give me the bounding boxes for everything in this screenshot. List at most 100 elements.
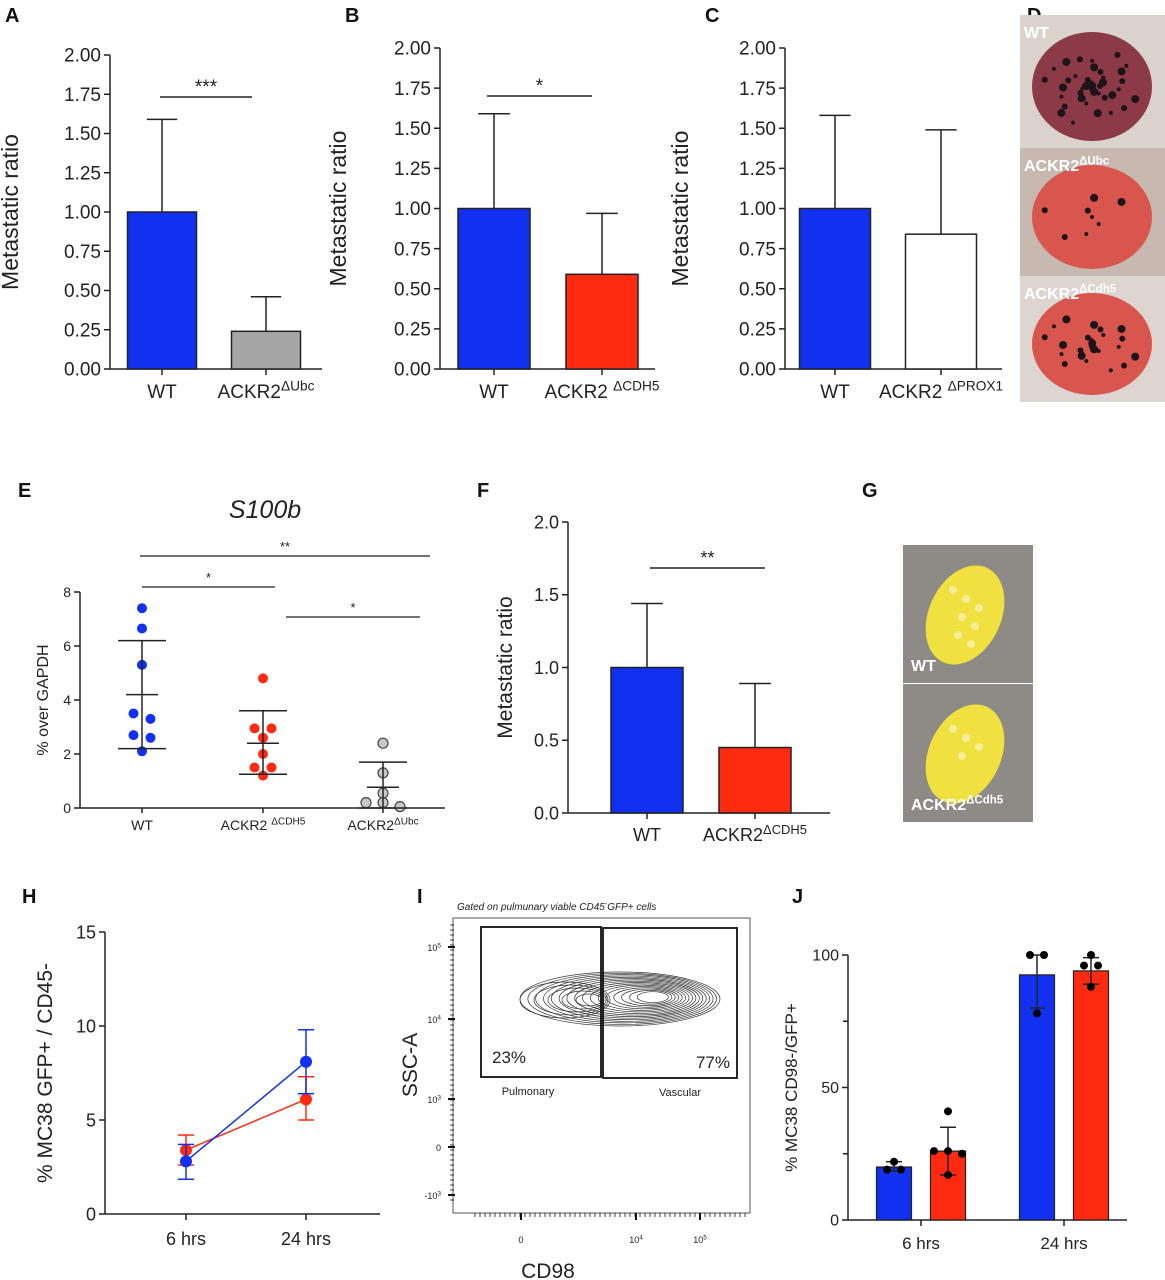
x-tick-label: ACKR2 ΔCDH5: [545, 378, 660, 403]
chart-title: S100b: [229, 496, 301, 524]
y-tick-label: 1.75: [394, 79, 431, 100]
label-superscript: ΔCDH5: [763, 822, 807, 837]
y-tick-label: 0.50: [739, 279, 776, 300]
metastasis-spot: [1097, 69, 1104, 76]
contour-line: [547, 987, 607, 1013]
y-axis-label: Metastatic ratio: [667, 131, 693, 287]
y-axis-label: Metastatic ratio: [494, 596, 517, 738]
metastasis-spot: [1071, 120, 1076, 125]
metastasis-spot: [1059, 352, 1064, 357]
gate-percent: 77%: [696, 1053, 730, 1072]
data-point: [1026, 951, 1034, 959]
metastasis-spot: [1084, 101, 1089, 106]
metastasis-spot: [1059, 340, 1068, 349]
metastasis-nodule: [954, 631, 962, 639]
label-base: 10: [427, 1095, 437, 1105]
data-point: [944, 1107, 952, 1116]
data-point: [1080, 961, 1088, 970]
y-tick-label: 100: [812, 948, 839, 965]
data-point: [266, 762, 277, 773]
y-axis-label: % MC38 CD98-/GFP+: [782, 1003, 801, 1172]
y-tick-label: 0.75: [394, 239, 431, 260]
label-base: WT: [147, 382, 177, 403]
x-tick-label: WT: [633, 825, 661, 845]
data-point: [1087, 951, 1095, 959]
data-point: [958, 1149, 966, 1158]
contour-line: [535, 974, 714, 1024]
gate-pulmonary: [480, 926, 602, 1078]
bar: [798, 207, 872, 370]
y-tick-label: 0.00: [64, 360, 101, 381]
label-base: 24 hrs: [1040, 1234, 1087, 1253]
y-tick-label: 0: [436, 1143, 441, 1153]
x-tick-label: ACKR2ΔCDH5: [703, 822, 807, 845]
data-point: [360, 796, 372, 809]
label-base: WT: [820, 382, 850, 403]
x-tick-label: 24 hrs: [1040, 1234, 1087, 1253]
metastasis-spot: [1084, 207, 1091, 214]
y-axis-label: Metastatic ratio: [325, 131, 351, 287]
metastasis-spot: [1077, 351, 1086, 360]
label-superscript: ΔCdh5: [1079, 284, 1117, 296]
y-tick-label: 5: [86, 1110, 96, 1130]
x-tick-label: WT: [479, 382, 509, 403]
y-tick-label: 0.50: [394, 279, 431, 300]
metastasis-spot: [1090, 320, 1099, 329]
metastasis-spot: [1090, 63, 1099, 72]
y-tick-label: 1.25: [64, 163, 101, 184]
y-tick-label: 1.00: [64, 203, 101, 224]
plot-title-end: GFP+ cells: [607, 902, 656, 913]
label-base: 24 hrs: [281, 1229, 331, 1249]
metastasis-spot: [1117, 197, 1126, 206]
data-point: [1040, 951, 1048, 959]
metastasis-spot: [1065, 77, 1072, 84]
y-tick-label: 1.00: [394, 199, 431, 220]
y-tick-label: 2: [63, 746, 71, 762]
data-point: [180, 1155, 192, 1168]
y-tick-label: 0.5: [534, 731, 559, 751]
series-line: [185, 1061, 307, 1162]
metastasis-spot: [1131, 95, 1140, 104]
metastasis-spot: [1090, 193, 1099, 202]
data-point: [930, 1147, 938, 1156]
label-base: 0: [518, 1235, 523, 1245]
data-point: [266, 723, 277, 734]
y-tick-label: 103: [427, 1094, 441, 1105]
label-base: 10: [629, 1235, 639, 1245]
label-base: 10: [427, 943, 437, 953]
bar: [230, 330, 302, 370]
panel-letter: H: [22, 886, 36, 908]
metastasis-spot: [1090, 58, 1095, 63]
y-tick-label: 0.25: [739, 320, 776, 341]
panel-letter: J: [792, 886, 803, 908]
label-superscript: 3: [437, 1190, 441, 1197]
contour-line: [597, 984, 686, 1011]
bar: [718, 746, 792, 814]
contour-line: [550, 976, 707, 1021]
metastasis-spot: [1077, 89, 1084, 96]
label-base: ACKR2: [879, 382, 948, 403]
metastasis-spot: [1082, 82, 1091, 91]
metastasis-spot: [1059, 83, 1068, 92]
bar: [904, 233, 978, 370]
label-base: WT: [131, 817, 153, 833]
metastasis-spot: [1097, 326, 1104, 333]
y-tick-label: 1.50: [394, 119, 431, 140]
bar: [565, 273, 639, 370]
label-base: ACKR2: [911, 797, 966, 814]
metastasis-spot: [1131, 352, 1140, 361]
y-tick-label: 2.00: [739, 39, 776, 60]
data-point: [1087, 982, 1095, 991]
panel-letter: A: [5, 5, 19, 27]
metastasis-nodule: [967, 640, 975, 648]
label-superscript: 5: [703, 1234, 707, 1241]
photo-label: ACKR2ΔUbc: [1024, 156, 1110, 175]
metastasis-spot: [1041, 76, 1048, 83]
label-base: ACKR2: [221, 817, 272, 833]
contour-line: [561, 990, 605, 1010]
x-tick-label: ACKR2 ΔPROX1: [879, 378, 1003, 403]
label-superscript: ΔUbc: [394, 816, 419, 827]
metastasis-spot: [1051, 66, 1056, 71]
data-point: [137, 603, 147, 614]
